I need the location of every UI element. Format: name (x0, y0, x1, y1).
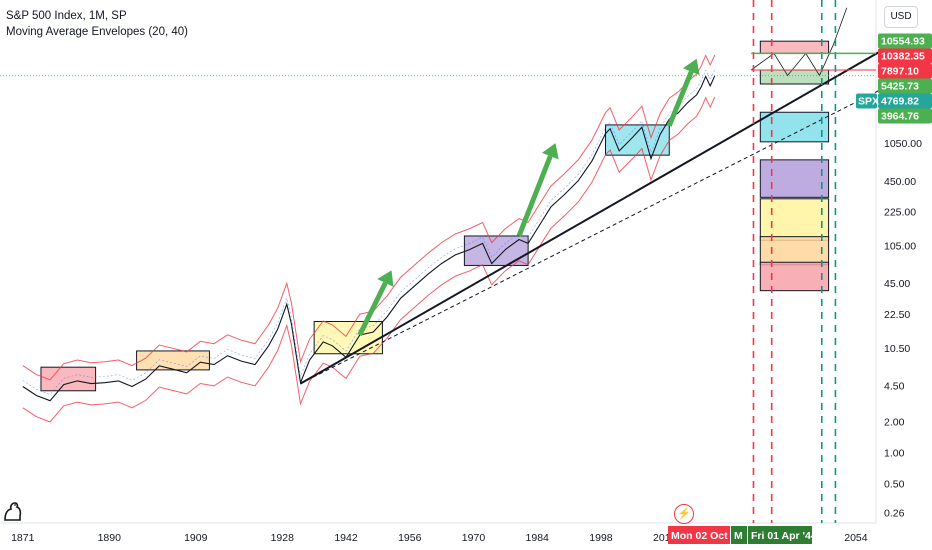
price-tag (878, 78, 932, 94)
x-tick-label: 1970 (462, 532, 486, 544)
chart-title[interactable]: S&P 500 Index, 1M, SP (6, 10, 127, 22)
chart-legend: S&P 500 Index, 1M, SP Moving Average Env… (6, 8, 188, 40)
x-tick-label: 1871 (11, 532, 35, 544)
price-tag (878, 108, 932, 124)
y-axis[interactable]: 30000.002250.001050.00450.00225.00105.00… (884, 0, 928, 519)
tradingview-logo-icon[interactable] (2, 500, 24, 522)
date-label-box (731, 526, 747, 544)
spx-line (22, 75, 716, 402)
date-label: Mon 02 Oct '3 (671, 530, 739, 542)
price-tag-label: 10382.35 (881, 50, 925, 62)
lightning-icon[interactable]: ⚡ (674, 504, 694, 524)
x-tick-label: 1942 (334, 532, 358, 544)
upper-envelope (22, 54, 716, 381)
price-tags: 10554.93 10382.35 7897.10 5425.73 4769.82SPX… (856, 33, 932, 124)
y-tick-label: 105.00 (884, 240, 916, 252)
y-tick-label: 0.50 (884, 478, 905, 490)
y-tick-label: 225.00 (884, 207, 916, 219)
zone-boxes (40, 40, 830, 392)
date-label: M (734, 530, 743, 542)
zone-box (313, 320, 383, 355)
y-tick-label: 2.00 (884, 417, 905, 429)
green-arrow-shaft (357, 281, 388, 337)
y-tick-label: 10.50 (884, 343, 910, 355)
zone-box (759, 69, 830, 85)
zone-box (605, 124, 670, 156)
y-tick-label: 1050.00 (884, 138, 922, 150)
price-series (22, 75, 716, 402)
y-tick-label: 30000.00 (884, 0, 928, 1)
y-tick-label: 4.50 (884, 381, 905, 393)
basis-line (22, 69, 716, 395)
lower-envelope (22, 96, 716, 423)
zone-box (40, 366, 97, 392)
x-tick-label: 1909 (184, 532, 208, 544)
y-tick-label: 1.00 (884, 447, 905, 459)
indicator-label[interactable]: Moving Average Envelopes (20, 40) (6, 26, 188, 38)
x-tick-label: 1956 (398, 532, 422, 544)
price-tag (878, 33, 932, 49)
projection-box (759, 159, 830, 198)
trendline (299, 35, 907, 385)
projection-box (759, 236, 830, 266)
vertical-lines (0, 0, 876, 523)
date-labels: Mon 02 Oct '3M Fri 01 Apr '44 (668, 526, 817, 544)
price-tag (878, 93, 932, 109)
x-tick-label: 1998 (589, 532, 613, 544)
y-tick-label: 0.26 (884, 507, 905, 519)
green-arrow-head (377, 270, 394, 287)
zone-box (136, 350, 210, 371)
projection-box (759, 198, 830, 241)
green-arrow-head (541, 143, 559, 160)
y-tick-label: 45.00 (884, 278, 910, 290)
currency-button[interactable]: USD (884, 6, 918, 28)
y-tick-label: 22.50 (884, 309, 910, 321)
price-tag-label: 4769.82 (881, 95, 919, 107)
series-name-label: SPX (858, 95, 879, 107)
price-tag-label: 7897.10 (881, 65, 919, 77)
date-label-box (748, 526, 812, 544)
zone-box (759, 40, 830, 54)
price-tag (878, 48, 932, 64)
green-arrow-head (682, 58, 700, 76)
price-tag (878, 63, 932, 79)
x-tick-label: 1928 (271, 532, 295, 544)
price-tag-label: 5425.73 (881, 80, 919, 92)
envelope-bands (22, 54, 716, 423)
date-label: Fri 01 Apr '44 (751, 530, 817, 542)
grid (0, 0, 877, 524)
date-label-box (668, 526, 730, 544)
green-arrow-shaft (666, 70, 694, 127)
x-tick-label: 1984 (526, 532, 550, 544)
x-tick-label: 1890 (98, 532, 122, 544)
trendlines (299, 35, 907, 385)
y-tick-label: 450.00 (884, 176, 916, 188)
green-arrow-shaft (516, 155, 553, 237)
price-tag-label: 3964.76 (881, 110, 919, 122)
series-name-tag (856, 93, 877, 109)
projection-box (759, 261, 830, 292)
x-tick-label: 2054 (844, 532, 868, 544)
projection-box (759, 111, 830, 143)
price-tag-label: 10554.93 (881, 35, 925, 47)
